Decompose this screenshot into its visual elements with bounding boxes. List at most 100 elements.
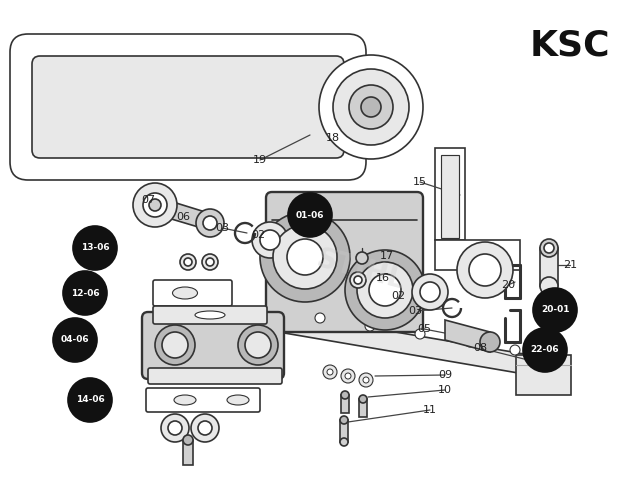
Text: 15: 15 xyxy=(413,177,427,187)
Polygon shape xyxy=(441,155,459,238)
FancyBboxPatch shape xyxy=(266,192,423,332)
Circle shape xyxy=(63,271,107,315)
Circle shape xyxy=(260,212,350,302)
Circle shape xyxy=(68,378,112,422)
Circle shape xyxy=(196,209,224,237)
Text: 03: 03 xyxy=(215,223,229,233)
Text: 06: 06 xyxy=(176,212,190,222)
Circle shape xyxy=(315,313,325,323)
Circle shape xyxy=(356,252,368,264)
Circle shape xyxy=(155,325,195,365)
Circle shape xyxy=(357,262,413,318)
Text: 08: 08 xyxy=(473,343,487,353)
Circle shape xyxy=(365,321,375,331)
Circle shape xyxy=(369,274,401,306)
Text: 16: 16 xyxy=(376,273,390,283)
Circle shape xyxy=(238,325,278,365)
Circle shape xyxy=(457,242,513,298)
Circle shape xyxy=(288,193,332,237)
Circle shape xyxy=(469,254,501,286)
Circle shape xyxy=(420,282,440,302)
Bar xyxy=(183,440,193,465)
Circle shape xyxy=(540,277,558,295)
Ellipse shape xyxy=(195,311,225,319)
Circle shape xyxy=(363,377,369,383)
Circle shape xyxy=(260,230,280,250)
FancyBboxPatch shape xyxy=(10,34,366,180)
Circle shape xyxy=(180,254,196,270)
Text: 22-06: 22-06 xyxy=(531,346,559,355)
Circle shape xyxy=(345,373,351,379)
Circle shape xyxy=(245,332,271,358)
Circle shape xyxy=(191,414,219,442)
Circle shape xyxy=(349,85,393,129)
Circle shape xyxy=(340,438,348,446)
Polygon shape xyxy=(445,320,490,352)
Bar xyxy=(341,395,349,413)
Circle shape xyxy=(53,318,97,362)
Text: 10: 10 xyxy=(438,385,452,395)
Circle shape xyxy=(359,373,373,387)
Text: 05: 05 xyxy=(417,324,431,334)
Text: 03: 03 xyxy=(408,306,422,316)
Text: 18: 18 xyxy=(326,133,340,143)
Circle shape xyxy=(333,69,409,145)
Circle shape xyxy=(340,416,348,424)
Polygon shape xyxy=(255,308,555,375)
Text: 20: 20 xyxy=(501,280,515,290)
Circle shape xyxy=(361,97,381,117)
Circle shape xyxy=(412,274,448,310)
Polygon shape xyxy=(435,148,465,240)
Ellipse shape xyxy=(227,395,249,405)
Circle shape xyxy=(162,332,188,358)
FancyBboxPatch shape xyxy=(148,368,282,384)
Circle shape xyxy=(354,276,362,284)
Circle shape xyxy=(287,239,323,275)
Circle shape xyxy=(415,329,425,339)
Circle shape xyxy=(143,193,167,217)
Circle shape xyxy=(341,391,349,399)
Text: 11: 11 xyxy=(423,405,437,415)
Text: 20-01: 20-01 xyxy=(541,305,569,314)
Circle shape xyxy=(359,395,367,403)
Circle shape xyxy=(133,183,177,227)
Circle shape xyxy=(523,328,567,372)
Circle shape xyxy=(203,216,217,230)
Text: 12-06: 12-06 xyxy=(70,288,99,298)
Polygon shape xyxy=(158,198,215,232)
Circle shape xyxy=(319,55,423,159)
Ellipse shape xyxy=(173,287,198,299)
Text: 13-06: 13-06 xyxy=(81,243,109,252)
Circle shape xyxy=(184,258,192,266)
Circle shape xyxy=(465,337,475,347)
Bar xyxy=(340,420,348,442)
Circle shape xyxy=(273,225,337,289)
Text: STIHL: STIHL xyxy=(313,245,407,295)
Text: 02: 02 xyxy=(391,291,405,301)
Text: KSC: KSC xyxy=(529,28,610,62)
Circle shape xyxy=(161,414,189,442)
FancyBboxPatch shape xyxy=(146,388,260,412)
Text: 09: 09 xyxy=(438,370,452,380)
FancyBboxPatch shape xyxy=(142,312,284,379)
Text: 02: 02 xyxy=(251,230,265,240)
Bar xyxy=(540,248,558,286)
Circle shape xyxy=(252,222,288,258)
Bar xyxy=(359,399,367,417)
Text: 01-06: 01-06 xyxy=(296,211,324,219)
Circle shape xyxy=(345,250,425,330)
Circle shape xyxy=(327,369,333,375)
Circle shape xyxy=(198,421,212,435)
Circle shape xyxy=(510,345,520,355)
FancyBboxPatch shape xyxy=(153,280,232,306)
Text: 19: 19 xyxy=(253,155,267,165)
FancyBboxPatch shape xyxy=(153,306,267,324)
Circle shape xyxy=(341,369,355,383)
Circle shape xyxy=(350,272,366,288)
Circle shape xyxy=(73,226,117,270)
FancyBboxPatch shape xyxy=(32,56,344,158)
Circle shape xyxy=(206,258,214,266)
Circle shape xyxy=(323,365,337,379)
Circle shape xyxy=(480,332,500,352)
Circle shape xyxy=(183,435,193,445)
